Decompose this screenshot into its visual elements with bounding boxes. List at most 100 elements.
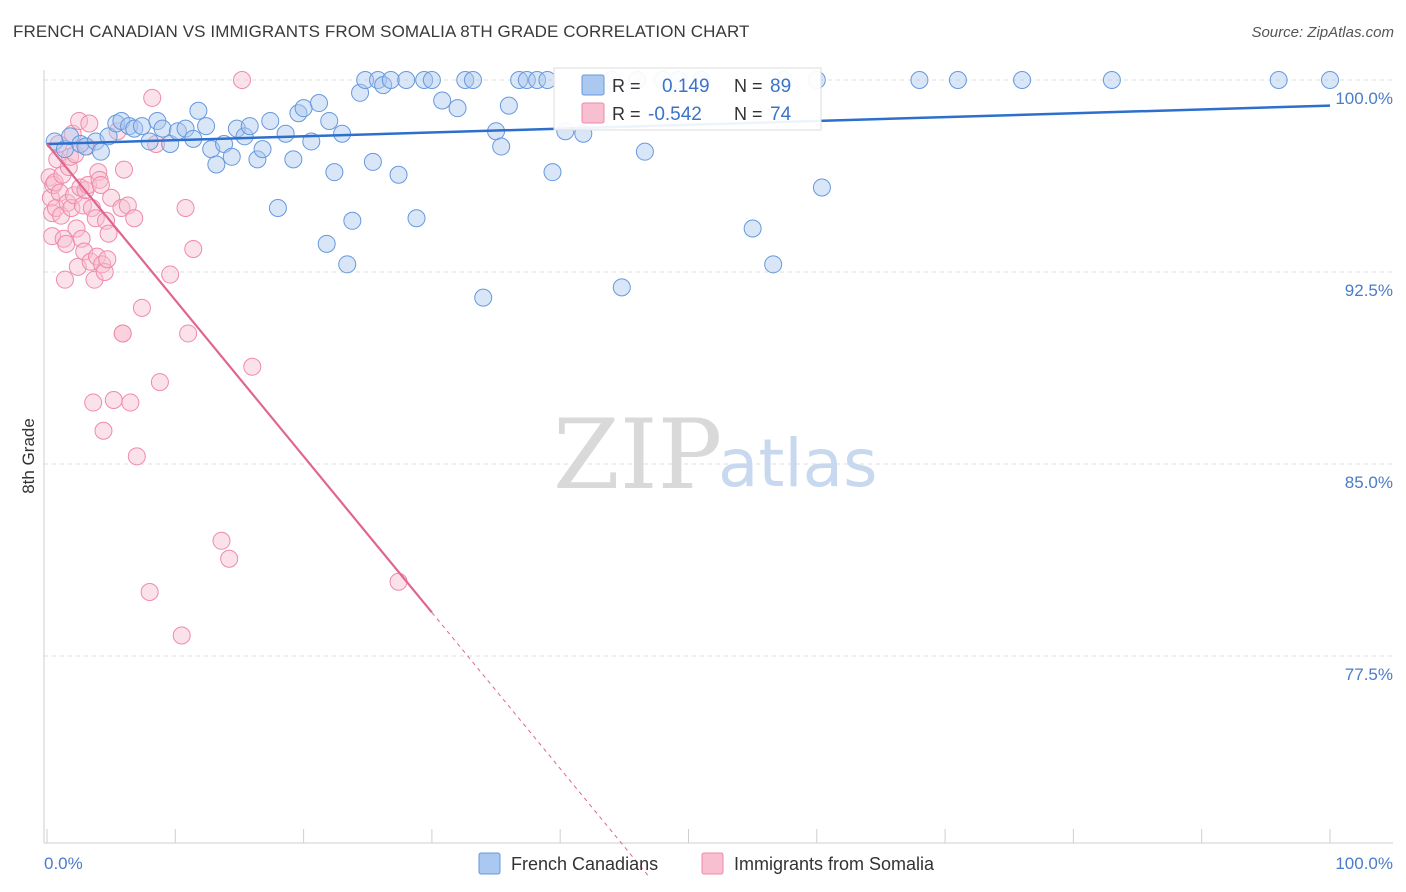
data-point: [207, 155, 226, 174]
data-point: [114, 160, 133, 179]
data-point: [64, 186, 83, 205]
data-point: [309, 94, 328, 113]
data-point: [433, 91, 452, 110]
data-point: [407, 209, 426, 228]
series-immigrants-from-somalia: [40, 71, 408, 645]
data-point: [397, 71, 416, 89]
data-point: [261, 111, 280, 130]
data-point: [543, 163, 562, 182]
data-point: [54, 229, 73, 248]
data-point: [948, 71, 967, 89]
legend-n-value-2: 74: [770, 104, 792, 125]
data-point: [253, 140, 272, 159]
data-point: [635, 142, 654, 161]
data-point: [67, 219, 86, 238]
data-point: [150, 373, 169, 392]
data-point: [179, 324, 198, 343]
data-point: [220, 549, 239, 568]
data-point: [517, 71, 536, 89]
data-point: [45, 173, 64, 192]
bottom-legend-french-canadians: French Canadians: [511, 854, 658, 874]
data-point: [94, 421, 113, 440]
legend-r-label-2: R =: [612, 104, 641, 124]
bottom-legend: French Canadians Immigrants from Somalia: [478, 852, 935, 875]
bottom-legend-swatch-pink: [701, 852, 724, 875]
data-point: [85, 270, 104, 289]
data-point: [415, 71, 434, 89]
data-point: [235, 127, 254, 146]
data-point: [510, 71, 529, 89]
data-point: [61, 127, 80, 146]
y-tick-label: 100.0%: [1335, 89, 1393, 108]
chart-title: FRENCH CANADIAN VS IMMIGRANTS FROM SOMAL…: [13, 22, 750, 41]
data-point: [325, 163, 344, 182]
data-point: [140, 583, 159, 601]
data-point: [1102, 71, 1121, 89]
data-point: [189, 101, 208, 120]
y-axis-tick-labels: 77.5% 85.0% 92.5% 100.0%: [1335, 89, 1393, 684]
legend-n-label-1: N =: [734, 76, 763, 96]
data-point: [55, 270, 74, 289]
data-point: [369, 71, 388, 89]
data-point: [338, 255, 357, 274]
data-point: [474, 288, 493, 307]
data-point: [143, 88, 162, 107]
data-point: [743, 219, 762, 238]
legend-r-value-1: 0.149: [662, 76, 710, 97]
data-point: [528, 71, 547, 89]
legend-n-value-1: 89: [770, 76, 791, 97]
data-point: [127, 447, 146, 466]
data-point: [121, 393, 140, 412]
data-point: [499, 96, 518, 115]
legend-r-label-1: R =: [612, 76, 641, 96]
data-point: [268, 199, 287, 217]
legend-swatch-pink: [581, 102, 605, 124]
data-point: [197, 117, 216, 136]
data-point: [284, 150, 303, 169]
data-point: [812, 178, 831, 197]
x-tick-label-max: 100.0%: [1335, 854, 1393, 873]
legend-swatch-blue: [581, 74, 605, 96]
data-point: [125, 209, 144, 228]
data-point: [50, 183, 69, 202]
data-point: [43, 227, 62, 246]
data-point: [248, 150, 267, 169]
bottom-legend-immigrants-from-somalia: Immigrants from Somalia: [734, 854, 935, 874]
data-point: [57, 234, 76, 253]
data-point: [91, 175, 110, 194]
bottom-legend-swatch-blue: [478, 852, 501, 875]
data-point: [363, 152, 382, 171]
data-point: [222, 147, 241, 166]
y-axis-label: 8th Grade: [19, 418, 38, 494]
data-point: [538, 71, 557, 89]
data-point: [243, 357, 262, 376]
data-point: [99, 224, 118, 243]
data-point: [1269, 71, 1288, 89]
data-point: [176, 119, 195, 138]
x-tick-label-min: 0.0%: [44, 854, 83, 873]
data-point: [113, 324, 132, 343]
y-tick-label: 92.5%: [1345, 281, 1393, 300]
data-point: [184, 239, 203, 258]
trend-line-immigrants-from-somalia: [46, 143, 433, 614]
watermark: ZIP atlas: [553, 399, 878, 511]
data-point: [389, 165, 408, 184]
data-point: [132, 117, 151, 136]
data-point: [389, 572, 408, 591]
data-point: [289, 104, 308, 123]
data-point: [317, 234, 336, 253]
data-point: [294, 99, 313, 118]
data-point: [212, 531, 231, 550]
watermark-zip: ZIP: [553, 399, 722, 511]
y-tick-label: 85.0%: [1345, 473, 1393, 492]
data-point: [422, 71, 441, 89]
data-point: [233, 71, 252, 89]
data-point: [343, 211, 362, 230]
data-point: [764, 255, 783, 274]
data-point: [910, 71, 929, 89]
data-point: [1321, 71, 1339, 89]
data-point: [456, 71, 475, 89]
data-point: [132, 298, 151, 317]
data-point: [276, 124, 295, 143]
